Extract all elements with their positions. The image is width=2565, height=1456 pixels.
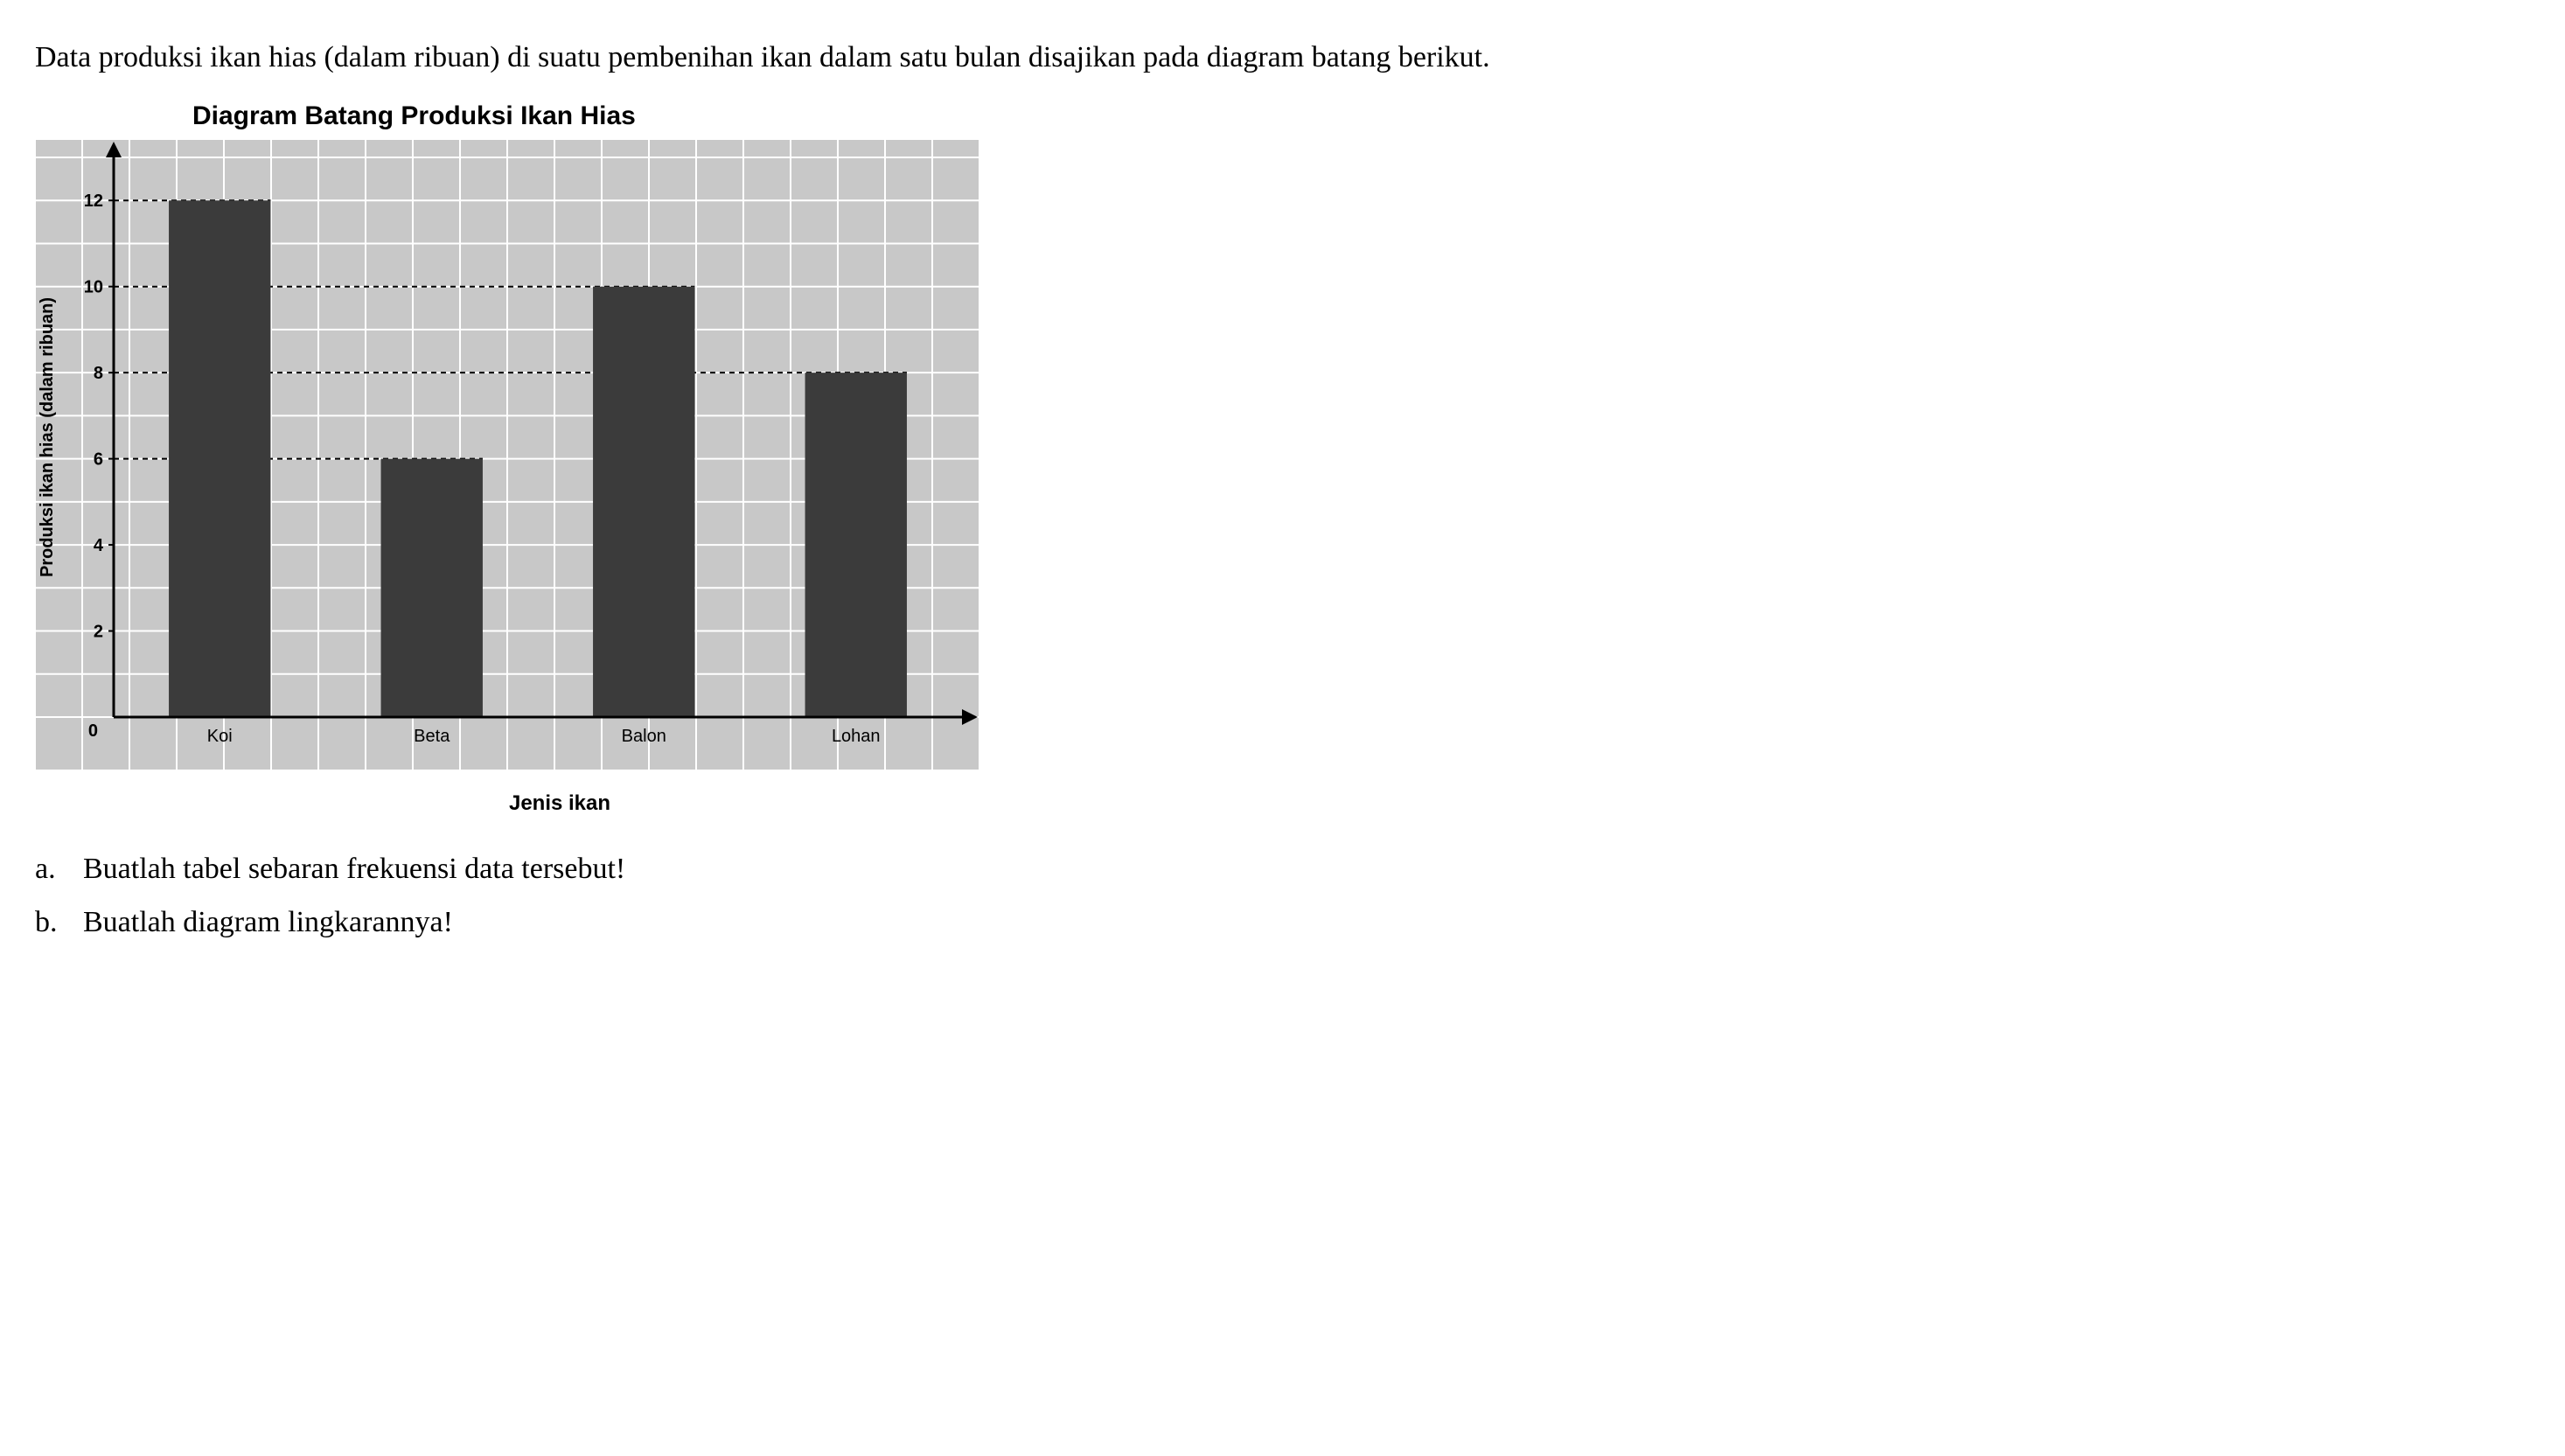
intro-text: Data produksi ikan hias (dalam ribuan) d… [35, 35, 2530, 80]
questions-block: a. Buatlah tabel sebaran frekuensi data … [35, 842, 2530, 949]
svg-text:8: 8 [94, 364, 103, 383]
svg-text:6: 6 [94, 450, 103, 470]
svg-text:Lohan: Lohan [832, 727, 881, 746]
question-b: b. Buatlah diagram lingkarannya! [35, 895, 2530, 949]
svg-text:Balon: Balon [622, 727, 666, 746]
svg-text:Produksi ikan hias (dalam ribu: Produksi ikan hias (dalam ribuan) [38, 297, 57, 577]
question-a: a. Buatlah tabel sebaran frekuensi data … [35, 842, 2530, 895]
svg-text:10: 10 [84, 278, 103, 297]
bar-chart: 2 4 6 8 10 12 0 Koi Beta Balon Lohan Produksi ikan … [35, 140, 979, 774]
question-a-text: Buatlah tabel sebaran frekuensi data ter… [83, 842, 625, 895]
x-axis-label: Jenis ikan [87, 791, 1032, 816]
svg-text:12: 12 [84, 192, 103, 211]
svg-text:0: 0 [88, 721, 98, 741]
question-a-letter: a. [35, 842, 83, 895]
svg-text:4: 4 [94, 536, 104, 555]
svg-text:Koi: Koi [207, 727, 233, 746]
question-b-letter: b. [35, 895, 83, 949]
chart-title: Diagram Batang Produksi Ikan Hias [192, 101, 2530, 131]
svg-text:2: 2 [94, 623, 103, 642]
chart-svg: 2 4 6 8 10 12 0 Koi Beta Balon Lohan Produksi ikan … [35, 140, 979, 770]
question-b-text: Buatlah diagram lingkarannya! [83, 895, 453, 949]
svg-text:Beta: Beta [414, 727, 450, 746]
